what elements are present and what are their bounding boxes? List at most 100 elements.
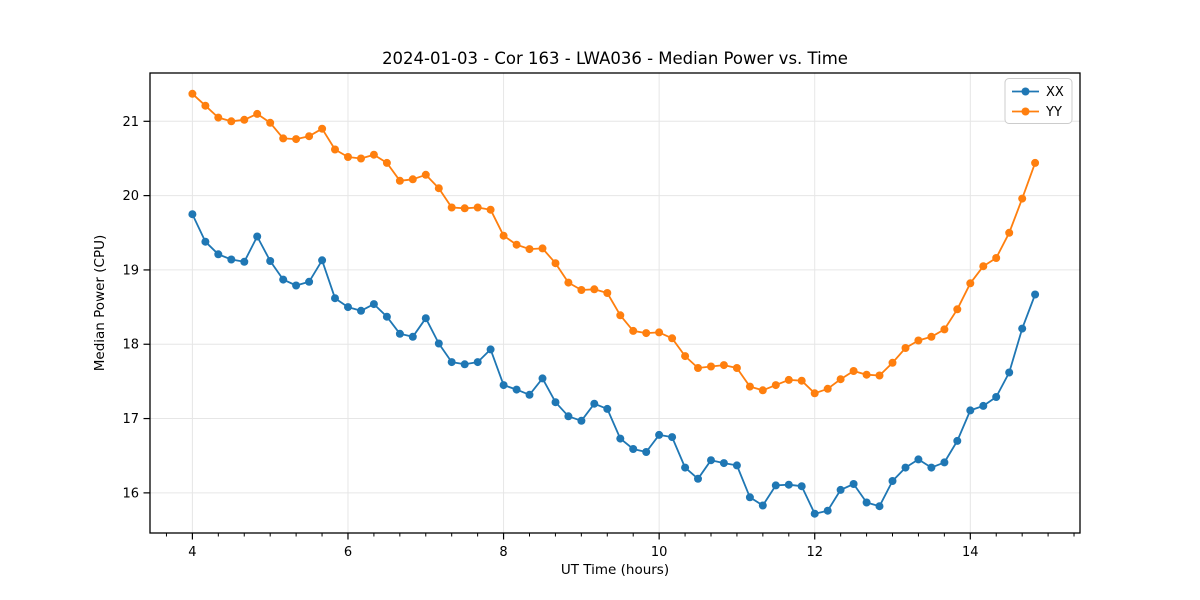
data-point-YY: [668, 334, 677, 343]
data-point-YY: [590, 285, 599, 294]
y-tick-label: 19: [122, 263, 139, 278]
data-point-YY: [823, 384, 832, 393]
data-point-XX: [408, 332, 417, 341]
y-tick-label: 16: [122, 486, 139, 501]
y-tick-label: 18: [122, 338, 139, 353]
series: [188, 89, 1040, 518]
data-point-XX: [771, 481, 780, 490]
data-point-XX: [707, 456, 715, 465]
x-tick-label: 6: [344, 545, 352, 560]
data-point-XX: [745, 493, 754, 502]
data-point-XX: [240, 257, 249, 266]
data-point-XX: [1018, 324, 1027, 333]
data-point-YY: [473, 203, 482, 212]
data-point-XX: [927, 463, 936, 472]
data-point-XX: [460, 360, 469, 369]
x-axis-label: UT Time (hours): [560, 562, 670, 578]
data-point-XX: [823, 506, 832, 515]
data-point-XX: [758, 501, 767, 510]
data-point-XX: [1031, 290, 1040, 299]
data-point-YY: [331, 145, 339, 154]
data-point-XX: [784, 480, 793, 489]
data-point-XX: [940, 458, 949, 467]
data-point-XX: [732, 461, 741, 470]
data-point-YY: [603, 289, 612, 297]
data-point-YY: [629, 326, 638, 335]
data-point-YY: [344, 153, 352, 161]
data-point-XX: [992, 393, 1001, 401]
data-point-YY: [512, 240, 521, 249]
legend: XX YY: [1004, 78, 1073, 124]
data-point-YY: [681, 352, 690, 361]
data-point-YY: [525, 245, 534, 254]
data-point-YY: [1031, 158, 1040, 167]
data-point-XX: [434, 339, 443, 348]
data-point-YY: [357, 154, 365, 163]
data-point-YY: [914, 336, 923, 345]
data-point-YY: [305, 132, 314, 141]
data-point-YY: [745, 382, 754, 391]
chart-title: 2024-01-03 - Cor 163 - LWA036 - Median P…: [382, 49, 848, 68]
data-point-XX: [668, 433, 677, 442]
data-point-XX: [966, 406, 975, 415]
y-tick-label: 20: [122, 189, 139, 204]
data-point-XX: [369, 300, 378, 309]
data-point-XX: [616, 434, 625, 443]
data-point-YY: [836, 375, 845, 384]
data-point-XX: [486, 345, 495, 354]
data-point-XX: [914, 455, 923, 464]
data-point-YY: [434, 184, 443, 193]
data-point-XX: [525, 390, 534, 399]
data-point-YY: [797, 376, 806, 385]
legend-marker: [1021, 107, 1030, 116]
data-point-YY: [888, 358, 897, 367]
data-point-XX: [810, 509, 819, 518]
gridlines: [150, 73, 1080, 533]
data-point-XX: [1005, 368, 1014, 377]
data-point-XX: [603, 404, 612, 413]
data-point-YY: [499, 231, 508, 240]
data-point-XX: [305, 277, 314, 286]
data-point-YY: [188, 89, 197, 98]
data-point-YY: [655, 328, 664, 337]
data-point-XX: [694, 474, 702, 483]
data-point-YY: [460, 204, 469, 213]
data-point-XX: [214, 250, 223, 259]
data-point-YY: [1005, 228, 1014, 237]
legend-label: XX: [1046, 85, 1064, 100]
data-point-XX: [629, 445, 638, 453]
data-point-YY: [240, 115, 249, 124]
data-point-YY: [564, 278, 573, 287]
data-point-XX: [357, 306, 365, 315]
plot-border: [149, 72, 1081, 534]
data-point-YY: [771, 381, 780, 390]
data-point-YY: [940, 325, 949, 334]
data-point-XX: [266, 257, 275, 265]
data-point-YY: [369, 150, 378, 159]
data-point-YY: [979, 262, 988, 271]
data-point-YY: [901, 344, 910, 352]
data-point-YY: [551, 259, 560, 268]
data-point-XX: [292, 281, 301, 290]
data-point-XX: [538, 374, 547, 383]
data-point-YY: [875, 371, 884, 380]
data-point-YY: [266, 118, 275, 127]
data-point-XX: [901, 463, 910, 472]
data-point-YY: [810, 389, 819, 398]
y-tick-label: 21: [122, 115, 139, 130]
data-point-XX: [577, 416, 586, 425]
data-point-YY: [642, 329, 651, 338]
data-point-YY: [421, 170, 430, 179]
data-point-YY: [577, 286, 586, 294]
data-point-YY: [318, 124, 327, 133]
data-point-XX: [797, 482, 806, 491]
data-point-XX: [499, 381, 508, 390]
data-point-YY: [395, 176, 404, 185]
data-point-XX: [979, 401, 988, 410]
data-point-XX: [655, 430, 664, 439]
data-point-XX: [590, 399, 599, 408]
data-point-YY: [694, 364, 702, 372]
x-tick-label: 4: [188, 545, 196, 560]
data-point-YY: [732, 364, 741, 372]
data-point-XX: [719, 459, 728, 468]
